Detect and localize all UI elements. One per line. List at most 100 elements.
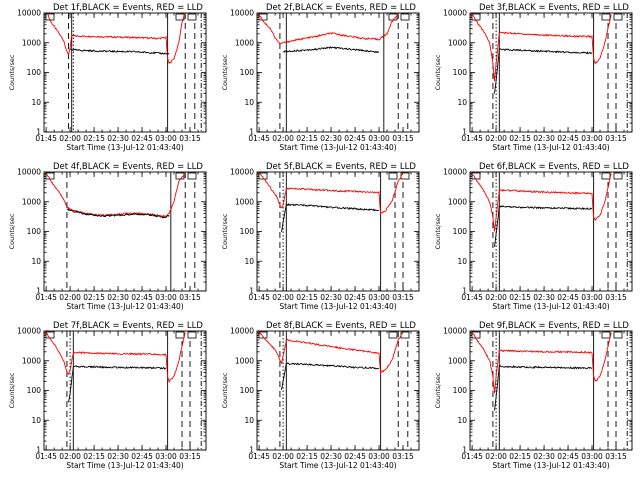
events-series-line bbox=[494, 364, 593, 411]
corner-box bbox=[187, 331, 197, 339]
x-tick-label: 02:00 bbox=[485, 293, 507, 302]
x-tick-label: 03:00 bbox=[368, 134, 390, 143]
lld-series-line bbox=[258, 172, 404, 214]
events-series-line bbox=[281, 202, 380, 232]
chart-panel-8: Det 8f,BLACK = Events, RED = LLD 1 10 100 10… bbox=[221, 321, 420, 470]
x-tick-label: 03:00 bbox=[368, 452, 390, 461]
corner-box bbox=[258, 13, 268, 21]
x-tick-label: 02:00 bbox=[272, 293, 294, 302]
chart-title: Det 1f,BLACK = Events, RED = LLD bbox=[53, 3, 203, 13]
x-tick-label: 02:45 bbox=[131, 452, 153, 461]
x-tick-label: 03:00 bbox=[581, 293, 603, 302]
y-tick-label: 10 bbox=[457, 416, 467, 425]
x-tick-label: 02:00 bbox=[59, 293, 81, 302]
x-tick-label: 03:15 bbox=[605, 452, 627, 461]
x-tick-label: 02:45 bbox=[131, 134, 153, 143]
corner-box bbox=[400, 13, 410, 21]
x-tick-label: 02:30 bbox=[107, 293, 129, 302]
x-axis-label: Start Time (13-Jul-12 01:43:40) bbox=[279, 461, 396, 470]
x-tick-label: 03:00 bbox=[581, 134, 603, 143]
y-axis-label: Counts/sec bbox=[8, 213, 16, 249]
y-tick-label: 1000 bbox=[22, 356, 41, 365]
x-tick-label: 01:45 bbox=[461, 293, 483, 302]
corner-box bbox=[601, 331, 611, 339]
corner-box bbox=[601, 13, 611, 21]
corner-box bbox=[471, 172, 481, 180]
chart-panel-4: Det 4f,BLACK = Events, RED = LLD 1 10 100 10… bbox=[8, 162, 207, 311]
y-axis-label: Counts/sec bbox=[221, 372, 229, 408]
chart-title: Det 8f,BLACK = Events, RED = LLD bbox=[266, 321, 416, 331]
x-tick-label: 02:15 bbox=[83, 134, 105, 143]
x-tick-label: 03:15 bbox=[179, 134, 201, 143]
x-tick-label: 02:30 bbox=[320, 293, 342, 302]
y-tick-label: 10 bbox=[31, 98, 41, 107]
x-tick-label: 02:45 bbox=[344, 134, 366, 143]
x-tick-label: 03:15 bbox=[179, 452, 201, 461]
corner-box bbox=[613, 331, 623, 339]
y-tick-label: 1 bbox=[36, 287, 41, 296]
y-tick-label: 10 bbox=[31, 257, 41, 266]
x-axis-label: Start Time (13-Jul-12 01:43:40) bbox=[279, 302, 396, 311]
x-tick-label: 03:15 bbox=[605, 134, 627, 143]
y-tick-label: 10000 bbox=[230, 327, 254, 336]
y-axis-label: Counts/sec bbox=[221, 54, 229, 90]
y-tick-label: 100 bbox=[27, 227, 42, 236]
lld-series-line bbox=[258, 331, 404, 374]
x-tick-label: 01:45 bbox=[248, 293, 270, 302]
chart-panel-9: Det 9f,BLACK = Events, RED = LLD 1 10 100 10… bbox=[434, 321, 633, 470]
y-tick-label: 10 bbox=[244, 257, 254, 266]
x-tick-label: 01:45 bbox=[248, 134, 270, 143]
y-tick-label: 1000 bbox=[235, 356, 254, 365]
y-tick-label: 1 bbox=[462, 446, 467, 455]
x-tick-label: 02:30 bbox=[320, 452, 342, 461]
chart-panel-5: Det 5f,BLACK = Events, RED = LLD 1 10 100 10… bbox=[221, 162, 420, 311]
y-tick-label: 1000 bbox=[235, 38, 254, 47]
corner-box bbox=[471, 13, 481, 21]
corner-box bbox=[175, 331, 185, 339]
lld-series-line bbox=[45, 331, 186, 384]
x-tick-label: 02:45 bbox=[557, 134, 579, 143]
y-tick-label: 10000 bbox=[17, 9, 41, 18]
corner-box bbox=[388, 172, 398, 180]
corner-box bbox=[601, 172, 611, 180]
lld-series-line bbox=[471, 173, 612, 232]
x-axis-label: Start Time (13-Jul-12 01:43:40) bbox=[492, 143, 609, 152]
x-tick-label: 02:30 bbox=[320, 134, 342, 143]
chart-title: Det 5f,BLACK = Events, RED = LLD bbox=[266, 162, 416, 172]
x-tick-label: 02:15 bbox=[509, 134, 531, 143]
lld-series-line bbox=[258, 13, 399, 46]
chart-panel-7: Det 7f,BLACK = Events, RED = LLD 1 10 100 10… bbox=[8, 321, 207, 470]
plot-frame bbox=[43, 171, 207, 292]
y-tick-label: 1000 bbox=[448, 38, 467, 47]
y-tick-label: 100 bbox=[453, 227, 468, 236]
x-axis-label: Start Time (13-Jul-12 01:43:40) bbox=[279, 143, 396, 152]
y-tick-label: 1000 bbox=[22, 197, 41, 206]
chart-title: Det 3f,BLACK = Events, RED = LLD bbox=[479, 3, 629, 13]
chart-panel-1: Det 1f,BLACK = Events, RED = LLD 1 10 100 10… bbox=[8, 3, 207, 152]
y-tick-label: 10 bbox=[244, 416, 254, 425]
x-tick-label: 02:00 bbox=[485, 452, 507, 461]
events-series-line bbox=[281, 362, 380, 390]
chart-title: Det 2f,BLACK = Events, RED = LLD bbox=[266, 3, 416, 13]
y-tick-label: 1 bbox=[249, 128, 254, 137]
events-series-line bbox=[494, 204, 593, 247]
plot-frame bbox=[256, 12, 420, 133]
corner-box bbox=[613, 172, 623, 180]
y-tick-label: 10 bbox=[457, 98, 467, 107]
x-tick-label: 02:15 bbox=[296, 293, 318, 302]
chart-title: Det 9f,BLACK = Events, RED = LLD bbox=[479, 321, 629, 331]
corner-box bbox=[400, 331, 410, 339]
y-tick-label: 100 bbox=[27, 386, 42, 395]
x-tick-label: 02:45 bbox=[557, 452, 579, 461]
y-axis-label: Counts/sec bbox=[434, 213, 442, 249]
y-tick-label: 1 bbox=[462, 287, 467, 296]
y-tick-label: 10000 bbox=[443, 9, 467, 18]
y-tick-label: 100 bbox=[240, 227, 255, 236]
y-tick-label: 100 bbox=[240, 68, 255, 77]
x-tick-label: 03:00 bbox=[155, 452, 177, 461]
y-tick-label: 1 bbox=[249, 287, 254, 296]
events-series-line bbox=[68, 365, 167, 403]
chart-panel-3: Det 3f,BLACK = Events, RED = LLD 1 10 100 10… bbox=[434, 3, 633, 152]
x-tick-label: 03:15 bbox=[392, 452, 414, 461]
corner-box bbox=[471, 331, 481, 339]
